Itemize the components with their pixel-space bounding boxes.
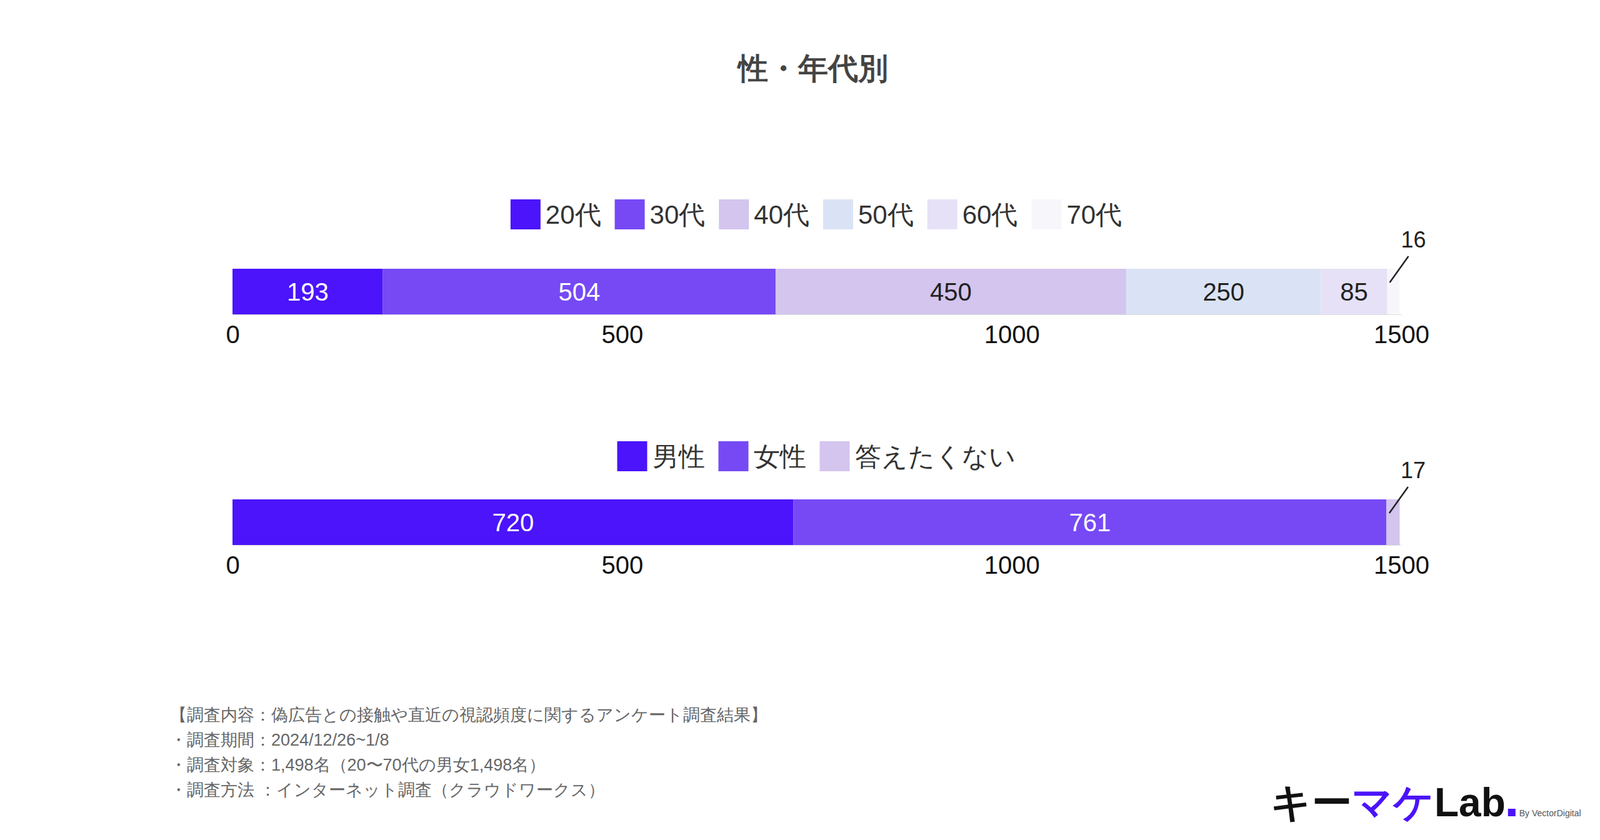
tick-label: 1000 [984, 551, 1040, 579]
legend-label: 50代 [858, 200, 914, 230]
tick-label: 500 [601, 320, 644, 349]
legend-label: 60代 [962, 200, 1019, 230]
axis-line [233, 314, 1402, 315]
legend-swatch [718, 199, 749, 230]
data-label: 16 [1401, 226, 1427, 253]
footnote: ・調査対象：1,498名（20〜70代の男女1,498名） [170, 755, 546, 775]
legend-swatch [1031, 199, 1062, 230]
tick: 0 [225, 314, 240, 349]
footnote: ・調査方法 ：インターネット調査（クラウドワークス） [170, 780, 605, 800]
tick: 1000 [984, 545, 1040, 579]
logo: キーマケLab By VectorDigital [1270, 780, 1582, 825]
legend-label: 40代 [753, 200, 810, 230]
legend-label: 男性 [652, 441, 705, 472]
data-label: 504 [558, 278, 600, 306]
legend-swatch [718, 441, 749, 472]
tick-label: 500 [601, 551, 644, 579]
data-label: 761 [1069, 508, 1112, 537]
logo-part: Lab [1434, 780, 1506, 825]
chart: 20代 30代 40代 50代 60代 70代 0 500 1000 1500 193 504 450 2… [225, 199, 1430, 349]
logo-dot [1508, 808, 1516, 817]
chart: 男性 女性 答えたくない 0 500 1000 1500 720 761 17 [225, 441, 1430, 579]
bar-segment [1126, 268, 1322, 315]
data-label: 450 [930, 278, 972, 306]
tick: 1500 [1373, 545, 1430, 579]
legend-swatch [615, 199, 645, 230]
legend-swatch [617, 441, 648, 472]
tick-label: 1000 [984, 320, 1040, 349]
legend-label: 70代 [1066, 200, 1122, 230]
title: 性・年代別 [736, 51, 889, 85]
bars [232, 499, 1400, 545]
legend-item: 20代 [510, 199, 602, 230]
tick: 500 [601, 545, 644, 579]
tick-label: 0 [225, 551, 240, 579]
bars [232, 268, 1400, 315]
x-axis: 0 500 1000 1500 [225, 314, 1430, 349]
tick-label: 1500 [1373, 320, 1430, 349]
data-label: 250 [1202, 278, 1245, 306]
axis-line [233, 545, 1402, 546]
tick-label: 1500 [1373, 551, 1430, 579]
page: 性・年代別 20代 30代 40代 50代 60代 70代 0 500 1000 1500 193 50… [0, 0, 1600, 840]
tick-label: 0 [225, 320, 240, 349]
data-labels: 720 761 17 [491, 457, 1426, 537]
legend-label: 30代 [650, 200, 706, 230]
legend-label: 女性 [753, 441, 807, 472]
bar-segment [793, 499, 1387, 545]
bar-segment [775, 268, 1127, 315]
legend-item: 答えたくない [820, 441, 1016, 472]
bar-segment [1321, 268, 1388, 315]
bar-segment [383, 268, 776, 315]
x-axis: 0 500 1000 1500 [225, 545, 1430, 579]
bar-segment [232, 268, 384, 315]
legend-item: 40代 [718, 199, 810, 230]
data-label: 193 [286, 278, 329, 306]
leader-line [1390, 256, 1409, 283]
leader-line [1389, 486, 1409, 514]
data-label: 720 [491, 508, 534, 537]
legend-item: 男性 [617, 441, 705, 472]
legend-label: 20代 [545, 200, 602, 230]
legend: 男性 女性 答えたくない [617, 441, 1016, 472]
legend-item: 70代 [1031, 199, 1122, 230]
footnote: ・調査期間：2024/12/26~1/8 [170, 730, 389, 750]
legend: 20代 30代 40代 50代 60代 70代 [510, 199, 1122, 230]
logo-part: マケ [1351, 780, 1435, 825]
tick: 1500 [1373, 314, 1430, 349]
tick: 0 [225, 545, 240, 579]
legend-swatch [820, 441, 850, 472]
legend-item: 30代 [615, 199, 706, 230]
legend-swatch [510, 199, 541, 230]
legend-item: 女性 [718, 441, 807, 472]
footnotes: 【調査内容：偽広告との接触や直近の視認頻度に関するアンケート調査結果】・調査期間… [170, 705, 768, 800]
bar-segment [232, 499, 794, 545]
legend-item: 50代 [823, 199, 914, 230]
logo-part: キー [1270, 780, 1352, 825]
legend-label: 答えたくない [855, 441, 1016, 472]
bar-segment [1386, 499, 1400, 545]
data-label: 17 [1400, 457, 1426, 484]
bar-segment [1387, 268, 1400, 315]
footnote: 【調査内容：偽広告との接触や直近の視認頻度に関するアンケート調査結果】 [170, 705, 768, 725]
data-label: 85 [1340, 278, 1369, 306]
legend-swatch [823, 199, 854, 230]
logo-sub: By VectorDigital [1519, 808, 1582, 819]
legend-item: 60代 [927, 199, 1019, 230]
data-labels: 193 504 450 250 85 16 [286, 226, 1427, 306]
legend-swatch [927, 199, 958, 230]
tick: 1000 [984, 314, 1040, 349]
logo-text: キーマケLab [1270, 780, 1506, 825]
tick: 500 [601, 314, 644, 349]
